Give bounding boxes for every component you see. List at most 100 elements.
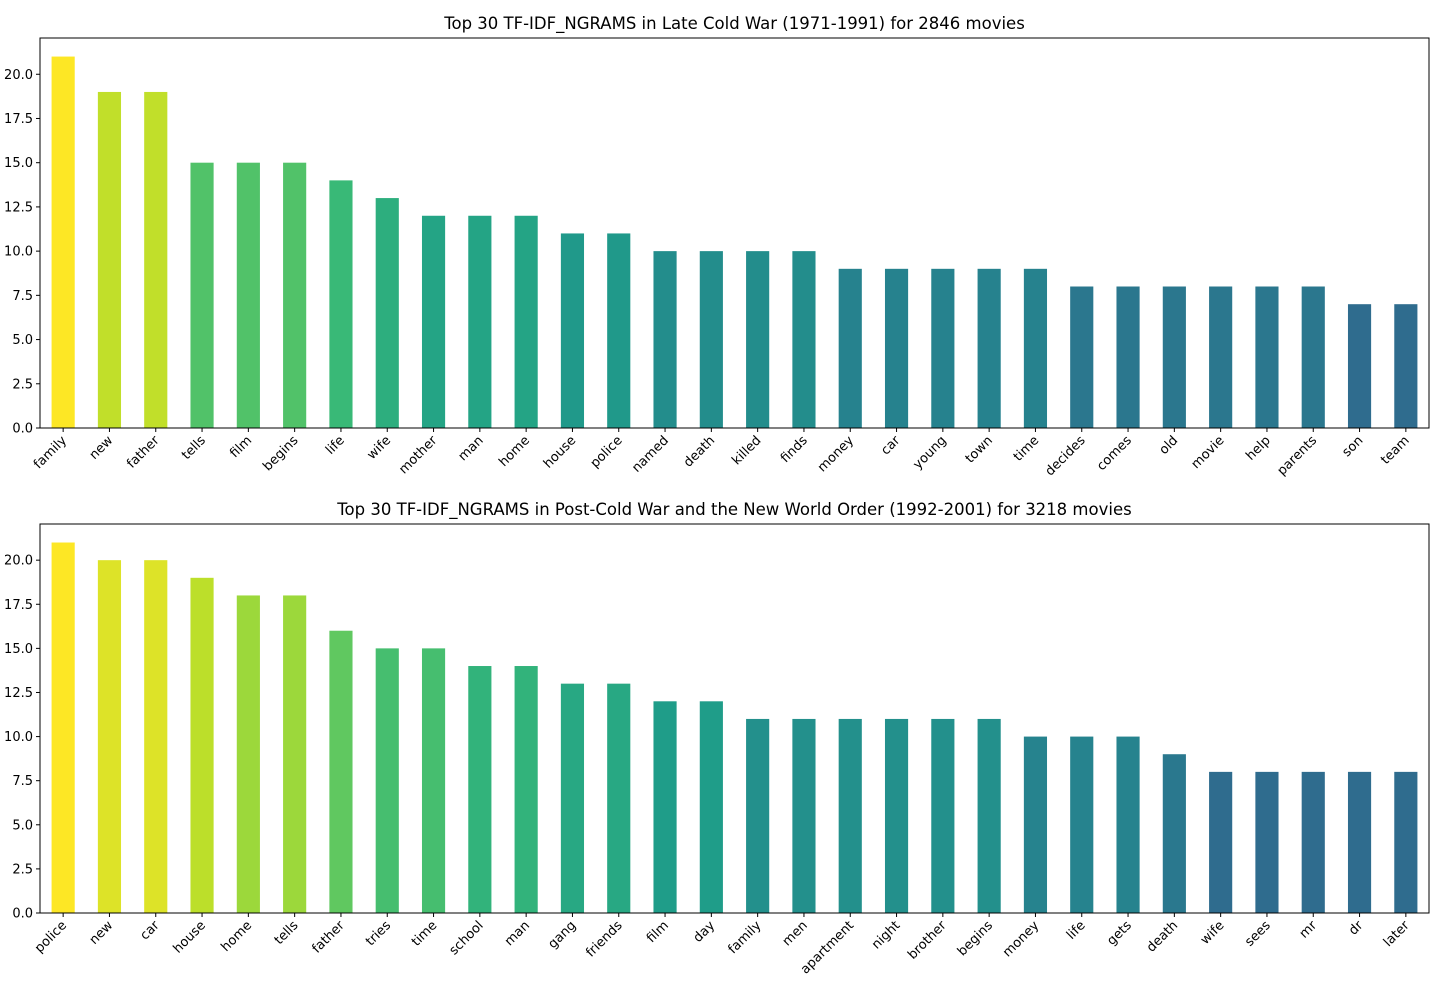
x-tick-label-life: life <box>1064 918 1089 943</box>
bar-begins <box>283 162 307 428</box>
bar-tries <box>375 648 399 913</box>
bar-police <box>51 542 75 913</box>
bar-mother <box>421 215 446 428</box>
y-tick-label: 12.5 <box>4 686 33 701</box>
x-tick-label-tries: tries <box>363 918 394 949</box>
x-tick-label-young: young <box>911 433 950 472</box>
y-tick-label: 5.0 <box>12 818 33 833</box>
x-tick-label-time: time <box>409 918 440 949</box>
x-tick-label-brother: brother <box>905 918 950 963</box>
x-tick-label-police: police <box>588 433 626 471</box>
bar-night <box>884 718 909 913</box>
x-tick-label-death: death <box>1144 918 1181 955</box>
x-tick-label-dr: dr <box>1346 918 1367 939</box>
y-tick-label: 10.0 <box>4 245 33 260</box>
bar-dr <box>1347 771 1372 913</box>
x-tick-label-named: named <box>629 433 672 476</box>
x-tick-label-family: family <box>725 918 764 957</box>
x-tick-label-town: town <box>963 433 996 466</box>
x-tick-label-wife: wife <box>365 433 395 463</box>
x-tick-label-mother: mother <box>396 433 441 478</box>
bar-named <box>653 251 677 428</box>
x-tick-label-film: film <box>227 433 255 461</box>
bar-money <box>1023 736 1048 913</box>
x-tick-label-killed: killed <box>729 433 764 468</box>
y-tick-label: 2.5 <box>12 377 33 392</box>
x-tick-label-night: night <box>869 918 903 952</box>
bar-brother <box>931 718 955 913</box>
y-tick-label: 7.5 <box>12 289 33 304</box>
x-tick-label-new: new <box>87 918 117 948</box>
y-tick-label: 15.0 <box>4 156 33 171</box>
bar-help <box>1255 286 1279 428</box>
x-tick-label-movie: movie <box>1189 433 1228 472</box>
x-tick-label-father: father <box>309 918 348 957</box>
chart-panel-1: Top 30 TF-IDF_NGRAMS in Late Cold War (1… <box>4 14 1430 479</box>
bar-wife <box>1209 771 1233 913</box>
x-tick-label-death: death <box>681 433 718 470</box>
x-tick-label-help: help <box>1243 433 1273 463</box>
bar-man <box>514 666 538 913</box>
bar-later <box>1394 771 1418 913</box>
bar-death <box>699 251 723 428</box>
bar-school <box>468 666 492 913</box>
x-tick-label-son: son <box>1340 433 1367 460</box>
bar-tells <box>283 595 307 913</box>
bar-old <box>1162 286 1186 428</box>
bar-son <box>1347 304 1372 428</box>
y-tick-label: 0.0 <box>12 907 33 922</box>
bar-father <box>144 91 168 428</box>
x-tick-label-mr: mr <box>1297 918 1321 942</box>
bar-film <box>653 701 677 913</box>
x-tick-label-friends: friends <box>583 918 625 960</box>
bar-team <box>1394 304 1418 428</box>
bar-car <box>144 560 168 913</box>
x-tick-label-tells: tells <box>179 433 209 463</box>
x-tick-label-tells: tells <box>272 918 302 948</box>
bar-house <box>190 577 214 913</box>
bar-comes <box>1116 286 1140 428</box>
x-tick-label-house: house <box>171 918 209 956</box>
x-tick-label-police: police <box>32 918 70 956</box>
bar-time <box>1023 268 1048 428</box>
x-tick-label-begins: begins <box>955 918 996 959</box>
bar-car <box>884 268 909 428</box>
x-tick-label-car: car <box>137 918 163 944</box>
x-tick-label-wife: wife <box>1198 918 1228 948</box>
x-tick-label-gang: gang <box>546 918 580 952</box>
x-tick-label-man: man <box>456 433 487 464</box>
bar-begins <box>977 718 1001 913</box>
bar-home <box>514 215 538 428</box>
x-tick-label-day: day <box>691 918 719 946</box>
x-tick-label-men: men <box>780 918 811 949</box>
bar-house <box>560 233 585 428</box>
y-tick-label: 15.0 <box>4 642 33 657</box>
bar-parents <box>1301 286 1325 428</box>
x-tick-label-decides: decides <box>1043 433 1089 479</box>
x-tick-label-family: family <box>31 433 70 472</box>
y-tick-label: 5.0 <box>12 333 33 348</box>
bar-family <box>51 56 75 428</box>
x-tick-label-home: home <box>496 433 533 470</box>
bar-town <box>977 268 1001 428</box>
x-tick-label-film: film <box>644 918 672 946</box>
chart-panel-2: Top 30 TF-IDF_NGRAMS in Post-Cold War an… <box>4 500 1430 977</box>
bar-sees <box>1255 771 1279 913</box>
y-tick-label: 7.5 <box>12 774 33 789</box>
x-tick-label-money: money <box>815 433 857 475</box>
y-tick-label: 10.0 <box>4 730 33 745</box>
x-tick-label-father: father <box>124 433 163 472</box>
x-tick-label-life: life <box>323 433 348 458</box>
bar-new <box>97 91 122 428</box>
x-tick-label-begins: begins <box>260 433 301 474</box>
bar-life <box>329 180 353 428</box>
x-tick-label-home: home <box>219 918 256 955</box>
bar-police <box>607 233 631 428</box>
x-tick-label-gets: gets <box>1104 918 1135 949</box>
bar-killed <box>746 251 770 428</box>
x-tick-label-time: time <box>1011 433 1042 464</box>
x-tick-label-later: later <box>1381 918 1413 950</box>
x-tick-label-team: team <box>1378 433 1412 467</box>
bar-gets <box>1116 736 1140 913</box>
